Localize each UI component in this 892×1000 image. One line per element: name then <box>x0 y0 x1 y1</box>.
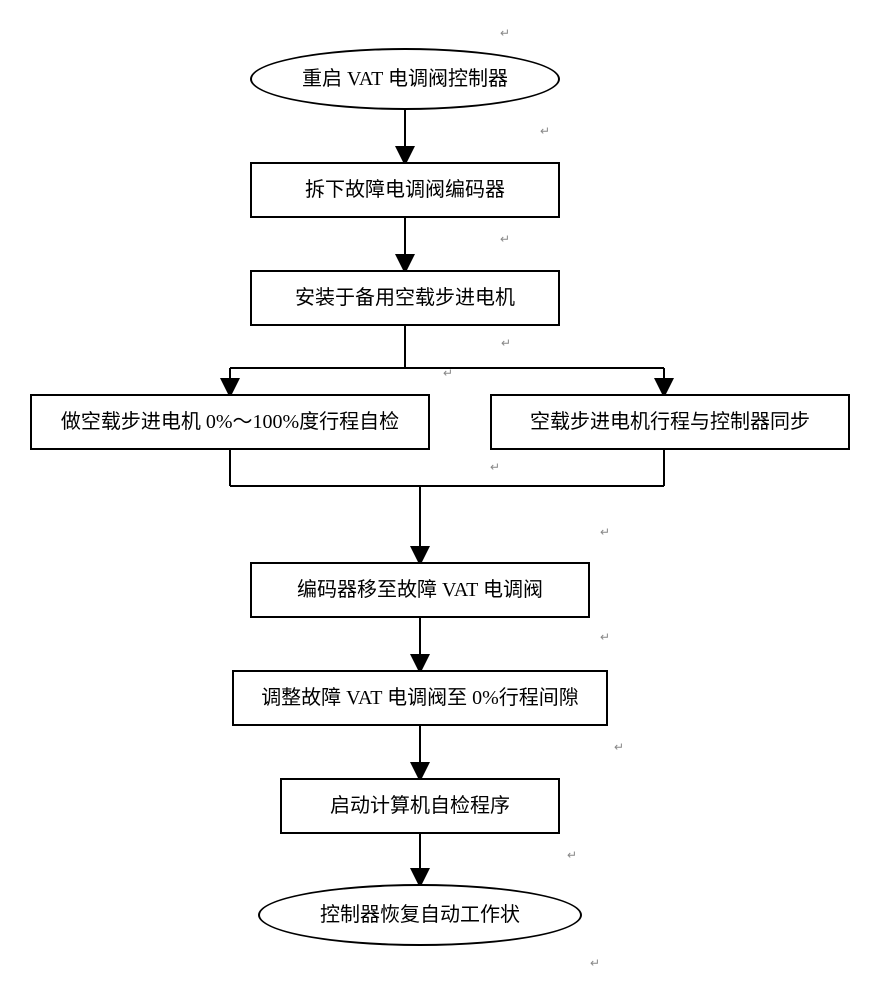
page-break-marker: ↵ <box>600 630 610 644</box>
node-n3: 安装于备用空载步进电机 <box>250 270 560 326</box>
page-break-marker: ↵ <box>443 366 453 380</box>
page-break-marker: ↵ <box>600 525 610 539</box>
page-break-marker: ↵ <box>590 956 600 970</box>
page-break-marker: ↵ <box>614 740 624 754</box>
node-label: 编码器移至故障 VAT 电调阀 <box>297 576 543 604</box>
node-n8: 启动计算机自检程序 <box>280 778 560 834</box>
node-n9: 控制器恢复自动工作状 <box>258 884 582 946</box>
page-break-marker: ↵ <box>501 336 511 350</box>
node-label: 空载步进电机行程与控制器同步 <box>530 408 810 436</box>
page-break-marker: ↵ <box>540 124 550 138</box>
node-label: 调整故障 VAT 电调阀至 0%行程间隙 <box>261 684 579 712</box>
node-n6: 编码器移至故障 VAT 电调阀 <box>250 562 590 618</box>
node-label: 安装于备用空载步进电机 <box>295 284 515 312</box>
node-n7: 调整故障 VAT 电调阀至 0%行程间隙 <box>232 670 608 726</box>
flowchart-container: 重启 VAT 电调阀控制器拆下故障电调阀编码器安装于备用空载步进电机做空载步进电… <box>0 0 892 1000</box>
node-n2: 拆下故障电调阀编码器 <box>250 162 560 218</box>
page-break-marker: ↵ <box>567 848 577 862</box>
page-break-marker: ↵ <box>490 460 500 474</box>
node-n4: 做空载步进电机 0%～100%度行程自检 <box>30 394 430 450</box>
node-label: 做空载步进电机 0%～100%度行程自检 <box>61 408 399 436</box>
page-break-marker: ↵ <box>500 232 510 246</box>
node-label: 重启 VAT 电调阀控制器 <box>302 65 508 93</box>
node-label: 控制器恢复自动工作状 <box>320 901 520 929</box>
edges-svg <box>0 0 892 1000</box>
node-n5: 空载步进电机行程与控制器同步 <box>490 394 850 450</box>
node-n1: 重启 VAT 电调阀控制器 <box>250 48 560 110</box>
node-label: 启动计算机自检程序 <box>330 792 510 820</box>
node-label: 拆下故障电调阀编码器 <box>305 176 505 204</box>
page-break-marker: ↵ <box>500 26 510 40</box>
